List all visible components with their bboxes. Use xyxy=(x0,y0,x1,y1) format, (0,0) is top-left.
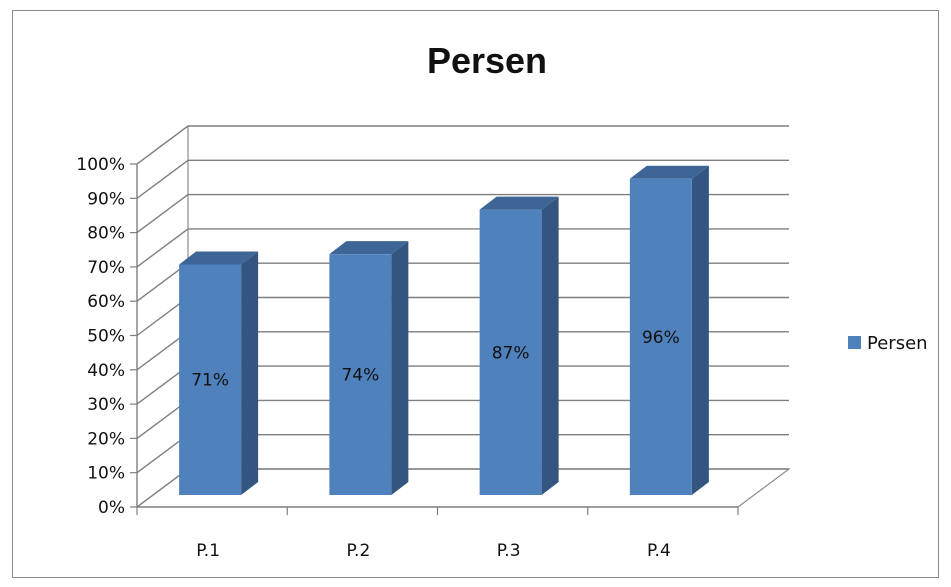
legend-label: Persen xyxy=(867,333,928,354)
y-tick-label: 20% xyxy=(87,429,125,449)
x-tick-label: P.3 xyxy=(497,541,521,561)
chart-frame xyxy=(12,10,939,578)
bar xyxy=(179,264,242,495)
gridline xyxy=(136,125,789,165)
x-tick-label: P.4 xyxy=(647,541,671,561)
bar-side xyxy=(541,196,559,495)
bar xyxy=(329,254,392,495)
chart-title: Persen xyxy=(427,40,547,81)
bar-side xyxy=(691,165,709,495)
gridline xyxy=(136,159,789,199)
bar-top xyxy=(629,165,709,179)
y-tick-label: 90% xyxy=(87,189,125,209)
data-labels: 71% 74% 87% 96% xyxy=(191,328,680,391)
bar-side xyxy=(241,251,259,495)
x-tick-labels: P.1 P.2 P.3 P.4 xyxy=(196,541,671,561)
y-tick-label: 100% xyxy=(76,155,125,175)
y-tick-label: 70% xyxy=(87,258,125,278)
legend-swatch xyxy=(848,336,861,349)
data-label: 74% xyxy=(341,366,379,386)
bar xyxy=(479,209,542,495)
y-tick-label: 50% xyxy=(87,327,125,347)
gridline xyxy=(136,228,789,268)
axes xyxy=(130,163,739,515)
bars xyxy=(179,165,709,495)
data-label: 71% xyxy=(191,371,229,391)
x-tick-label: P.2 xyxy=(346,541,370,561)
y-tick-label: 60% xyxy=(87,292,125,312)
y-tick-label: 30% xyxy=(87,395,125,415)
y-tick-label: 80% xyxy=(87,224,125,244)
bar-side xyxy=(391,241,409,495)
bar xyxy=(629,178,692,495)
bar-top xyxy=(479,196,559,210)
y-tick-labels: 0% 10% 20% 30% 40% 50% 60% 70% 80% 90% 100% xyxy=(76,155,125,518)
y-tick-label: 0% xyxy=(98,498,125,518)
gridline xyxy=(136,125,189,165)
y-tick-label: 40% xyxy=(87,361,125,381)
legend: Persen xyxy=(848,333,928,354)
bar-top xyxy=(179,251,259,265)
gridline xyxy=(136,193,789,234)
bar-top xyxy=(329,241,409,255)
y-tick-label: 10% xyxy=(87,464,125,484)
data-label: 87% xyxy=(492,343,530,363)
x-tick-label: P.1 xyxy=(196,541,220,561)
data-label: 96% xyxy=(642,328,680,348)
